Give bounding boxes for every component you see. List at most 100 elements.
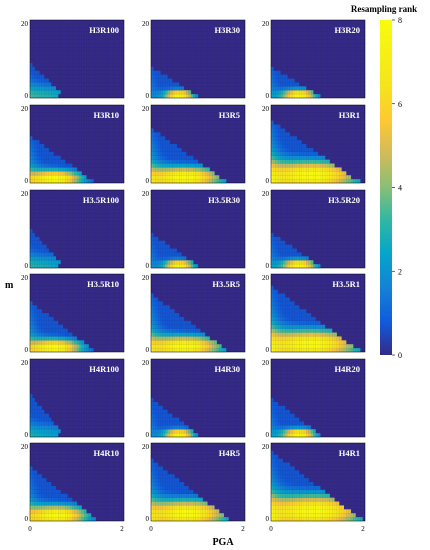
heatmap-cell — [273, 155, 276, 160]
heatmap-cell — [287, 505, 290, 510]
heatmap-cell — [181, 86, 185, 91]
heatmap-cell — [153, 470, 156, 475]
heatmap-cell — [162, 252, 166, 257]
heatmap-cell — [275, 147, 279, 152]
heatmap-cell — [296, 517, 300, 522]
heatmap-cell — [153, 401, 156, 406]
heatmap-cell — [179, 324, 182, 329]
heatmap-cell — [179, 513, 182, 518]
heatmap-cell — [278, 140, 281, 145]
heatmap-cell — [44, 513, 47, 518]
heatmap-cell — [294, 470, 297, 475]
heatmap-cell — [313, 501, 316, 506]
heatmap-cell — [37, 147, 40, 152]
heatmap-cell — [292, 466, 295, 471]
heatmap-cell — [60, 336, 64, 341]
y-tick-label: 0 — [146, 346, 150, 354]
heatmap-cell — [172, 320, 175, 325]
heatmap-cell — [202, 348, 206, 353]
heatmap-cell — [190, 332, 194, 337]
heatmap-cell — [336, 505, 340, 510]
heatmap-cell — [310, 147, 314, 152]
heatmap-cell — [34, 244, 38, 249]
heatmap-cell — [30, 409, 33, 414]
heatmap-cell — [160, 324, 163, 329]
heatmap-cell — [176, 147, 180, 152]
heatmap-cell — [44, 264, 47, 269]
heatmap-cell — [174, 316, 177, 321]
heatmap-cell — [169, 264, 173, 269]
heatmap-cell — [186, 348, 189, 353]
heatmap-cell — [190, 497, 194, 502]
heatmap-cell — [329, 179, 333, 184]
heatmap-cell — [60, 493, 64, 498]
heatmap-cell — [299, 324, 302, 329]
heatmap-cell — [55, 513, 59, 518]
heatmap-cell — [271, 147, 274, 152]
heatmap-cell — [167, 163, 170, 168]
heatmap-cell — [48, 256, 52, 261]
heatmap-cell — [273, 497, 276, 502]
heatmap-cell — [198, 344, 201, 349]
heatmap-cell — [153, 309, 156, 314]
heatmap-cell — [271, 458, 274, 463]
heatmap-cell — [60, 513, 64, 518]
heatmap-cell — [193, 179, 196, 184]
heatmap-cell — [278, 248, 281, 253]
heatmap-cell — [202, 175, 206, 180]
heatmap-cell — [287, 493, 290, 498]
heatmap-cell — [37, 86, 40, 91]
heatmap-cell — [287, 485, 290, 490]
heatmap-cell — [167, 509, 170, 514]
heatmap-cell — [287, 421, 290, 426]
heatmap-cell — [167, 324, 170, 329]
heatmap-cell — [327, 505, 330, 510]
heatmap-cell — [172, 144, 175, 149]
heatmap-cell — [282, 425, 286, 430]
heatmap-cell — [285, 478, 288, 483]
heatmap-cell — [183, 320, 187, 325]
heatmap-cell — [188, 489, 192, 494]
heatmap-cell — [296, 260, 300, 265]
heatmap-cell — [285, 159, 288, 164]
heatmap-cell — [299, 485, 302, 490]
heatmap-cell — [153, 179, 156, 184]
heatmap-cell — [55, 171, 59, 176]
heatmap-cell — [207, 505, 210, 510]
heatmap-cell — [275, 421, 279, 426]
heatmap-cell — [39, 94, 42, 99]
heatmap-cell — [44, 493, 47, 498]
heatmap-cell — [209, 513, 213, 518]
heatmap-cell — [334, 509, 337, 514]
heatmap-cell — [275, 501, 279, 506]
heatmap-cell — [167, 485, 170, 490]
heatmap-cell — [151, 316, 154, 321]
heatmap-cell — [153, 517, 156, 522]
heatmap-cell — [216, 513, 220, 518]
heatmap-cell — [53, 179, 56, 184]
heatmap-cell — [62, 348, 66, 353]
heatmap-cell — [198, 497, 201, 502]
heatmap-cell — [303, 163, 307, 168]
heatmap-cell — [37, 505, 40, 510]
heatmap-cell — [160, 171, 163, 176]
heatmap-cell — [30, 417, 33, 422]
panel-frame — [29, 442, 125, 522]
heatmap-cell — [318, 167, 321, 172]
heatmap-cell — [190, 175, 194, 180]
heatmap-cell — [153, 474, 156, 479]
heatmap-cell — [46, 256, 49, 261]
heatmap-cell — [282, 167, 286, 172]
heatmap-cell — [46, 155, 49, 160]
heatmap-cell — [275, 313, 279, 318]
heatmap-cell — [158, 425, 161, 430]
heatmap-cell — [195, 501, 199, 506]
heatmap-cell — [39, 413, 42, 418]
heatmap-cell — [339, 179, 342, 184]
heatmap-cell — [153, 90, 156, 95]
heatmap-cell — [62, 513, 66, 518]
heatmap-cell — [39, 151, 42, 156]
heatmap-cell — [205, 340, 208, 345]
heatmap-cell — [65, 332, 68, 337]
heatmap-cell — [273, 136, 276, 141]
